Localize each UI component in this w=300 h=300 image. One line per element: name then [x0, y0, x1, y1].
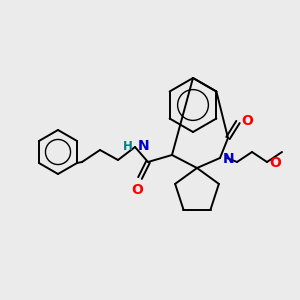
Text: N: N	[138, 139, 150, 153]
Text: O: O	[269, 156, 281, 170]
Text: N: N	[223, 152, 235, 166]
Text: H: H	[123, 140, 133, 152]
Text: O: O	[131, 183, 143, 197]
Text: O: O	[241, 114, 253, 128]
